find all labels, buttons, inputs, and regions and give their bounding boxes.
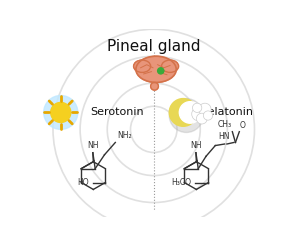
Circle shape	[44, 95, 78, 129]
Text: H₃CO: H₃CO	[171, 178, 191, 187]
Ellipse shape	[151, 82, 158, 90]
Text: NH: NH	[87, 141, 99, 150]
Ellipse shape	[134, 60, 151, 72]
Circle shape	[158, 68, 164, 74]
Text: Pineal gland: Pineal gland	[107, 39, 200, 53]
Text: HO: HO	[77, 178, 89, 187]
Ellipse shape	[161, 60, 178, 72]
Circle shape	[179, 102, 201, 123]
Circle shape	[203, 111, 213, 120]
Text: Serotonin: Serotonin	[90, 107, 144, 117]
Text: CH₃: CH₃	[218, 120, 232, 129]
Ellipse shape	[136, 56, 176, 82]
Circle shape	[196, 113, 207, 124]
Text: O: O	[240, 121, 246, 130]
Text: NH₂: NH₂	[117, 131, 131, 140]
Text: Melatonin: Melatonin	[199, 107, 254, 117]
Circle shape	[192, 107, 206, 121]
Circle shape	[193, 103, 202, 112]
Circle shape	[199, 103, 211, 115]
Circle shape	[51, 102, 71, 122]
Text: HN: HN	[218, 132, 230, 141]
Text: NH: NH	[190, 141, 202, 150]
Circle shape	[169, 99, 197, 126]
Circle shape	[169, 99, 203, 132]
